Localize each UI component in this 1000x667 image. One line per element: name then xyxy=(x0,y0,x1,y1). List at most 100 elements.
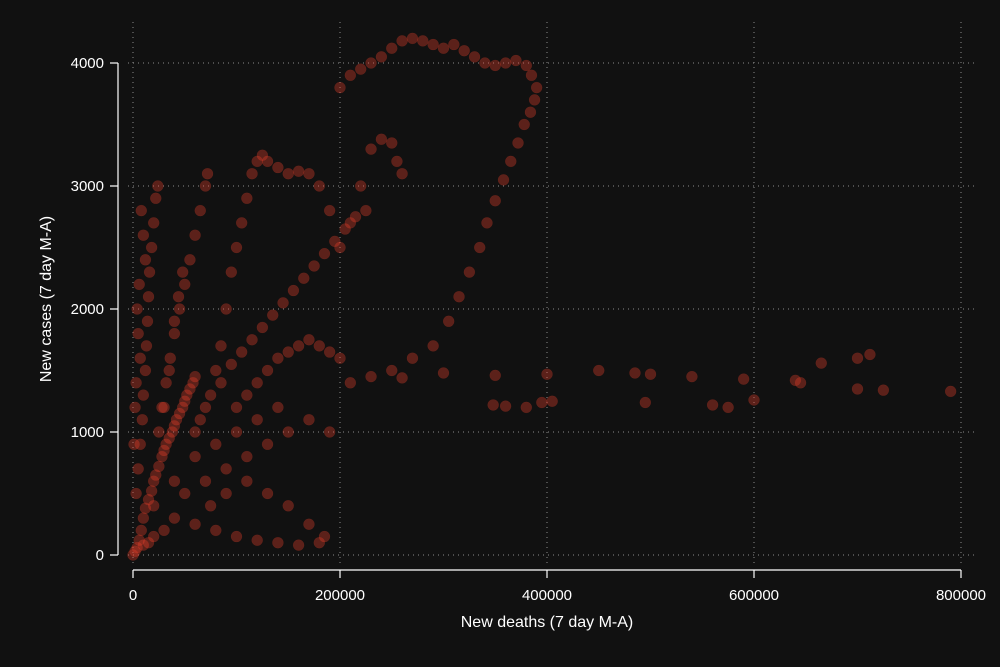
data-point-0-102 xyxy=(499,57,512,69)
data-point-0-116 xyxy=(463,266,476,278)
data-point-0-16 xyxy=(166,426,179,438)
data-point-0-197 xyxy=(246,334,258,346)
data-point-0-28 xyxy=(134,438,146,451)
data-point-0-76 xyxy=(313,180,326,192)
x-tick-label-0: 0 xyxy=(129,587,137,604)
data-point-0-160 xyxy=(199,475,212,487)
data-point-0-143 xyxy=(706,399,719,411)
data-point-0-141 xyxy=(546,395,558,407)
data-point-0-133 xyxy=(789,374,802,387)
data-point-0-121 xyxy=(386,364,398,377)
data-point-0-93 xyxy=(406,32,419,45)
data-point-0-199 xyxy=(266,309,279,321)
data-point-0-47 xyxy=(194,204,207,217)
data-point-0-158 xyxy=(313,536,326,549)
data-point-0-91 xyxy=(386,42,398,54)
data-point-0-117 xyxy=(453,290,465,303)
y-tick-label-1: 1000 xyxy=(71,424,104,441)
data-point-0-219 xyxy=(158,524,170,537)
data-point-0-40 xyxy=(158,401,170,414)
data-point-0-104 xyxy=(520,59,533,72)
data-point-0-96 xyxy=(437,42,450,54)
axes xyxy=(110,62,962,578)
data-point-0-202 xyxy=(298,272,310,284)
data-point-0-68 xyxy=(313,340,326,352)
data-point-0-155 xyxy=(251,534,263,546)
data-point-0-151 xyxy=(168,512,181,524)
data-point-0-182 xyxy=(139,254,152,266)
data-point-0-75 xyxy=(303,167,315,180)
x-tick-label-1: 200000 xyxy=(315,587,365,604)
data-point-0-77 xyxy=(323,204,336,217)
data-point-0-161 xyxy=(220,463,232,475)
data-point-0-89 xyxy=(365,57,377,69)
data-point-0-22 xyxy=(181,389,193,401)
data-point-0-180 xyxy=(135,204,148,217)
data-point-0-100 xyxy=(479,57,491,69)
data-point-0-196 xyxy=(235,346,248,358)
data-point-0-128 xyxy=(593,364,605,377)
data-point-0-44 xyxy=(179,278,191,291)
data-point-0-80 xyxy=(354,180,367,192)
data-point-0-46 xyxy=(189,229,201,241)
data-point-0-136 xyxy=(864,348,876,361)
data-point-0-149 xyxy=(944,385,957,398)
data-point-0-132 xyxy=(737,373,750,385)
data-point-0-145 xyxy=(748,394,760,406)
data-point-0-190 xyxy=(189,426,201,438)
data-point-0-186 xyxy=(134,352,146,364)
data-point-0-153 xyxy=(210,524,222,537)
data-point-0-215 xyxy=(204,500,217,512)
data-point-0-148 xyxy=(877,384,890,396)
data-point-0-192 xyxy=(199,401,212,414)
data-point-0-78 xyxy=(334,241,346,254)
data-point-0-12 xyxy=(156,450,168,463)
data-point-0-57 xyxy=(246,167,258,180)
data-point-0-43 xyxy=(173,303,186,315)
data-point-0-5 xyxy=(137,512,150,524)
data-point-0-11 xyxy=(153,460,165,473)
data-point-0-140 xyxy=(536,396,548,409)
data-point-0-187 xyxy=(130,377,142,389)
y-tick-label-3: 3000 xyxy=(71,178,104,195)
data-point-0-4 xyxy=(135,524,148,537)
data-point-0-85 xyxy=(396,167,408,180)
data-point-0-193 xyxy=(204,389,217,401)
data-point-0-191 xyxy=(194,413,207,426)
data-point-0-41 xyxy=(163,364,175,377)
data-point-0-58 xyxy=(251,155,263,168)
data-point-0-27 xyxy=(132,463,144,475)
data-point-0-124 xyxy=(396,372,408,384)
data-point-0-2 xyxy=(131,541,143,554)
data-point-0-173 xyxy=(153,426,165,438)
data-point-0-15 xyxy=(163,432,175,444)
data-point-0-49 xyxy=(201,167,214,180)
data-point-0-126 xyxy=(489,369,501,382)
data-point-0-152 xyxy=(189,518,201,530)
data-point-0-176 xyxy=(164,352,177,364)
tick-labels: 0 1000 2000 3000 4000 0 200000 400000 600000 8000… xyxy=(71,55,986,604)
data-point-0-157 xyxy=(292,539,305,551)
data-point-0-70 xyxy=(334,352,346,364)
x-tick-label-3: 600000 xyxy=(729,587,779,604)
data-point-0-130 xyxy=(644,368,657,380)
data-point-0-138 xyxy=(499,400,512,412)
data-point-0-79 xyxy=(344,217,357,229)
data-point-0-106 xyxy=(530,81,543,94)
data-point-0-103 xyxy=(510,54,522,67)
data-point-0-214 xyxy=(220,487,232,500)
data-point-0-184 xyxy=(131,303,143,315)
data-point-0-111 xyxy=(505,155,517,168)
data-point-0-163 xyxy=(261,438,274,451)
data-point-0-109 xyxy=(518,118,530,131)
data-point-0-127 xyxy=(541,368,553,380)
data-point-0-73 xyxy=(282,167,294,180)
data-point-0-156 xyxy=(272,536,284,549)
data-point-0-60 xyxy=(230,401,243,414)
data-point-0-194 xyxy=(215,377,227,389)
data-point-0-164 xyxy=(282,426,294,438)
data-point-0-119 xyxy=(427,340,439,352)
data-point-0-45 xyxy=(184,254,196,266)
data-point-0-0 xyxy=(127,549,139,561)
data-point-0-50 xyxy=(210,364,222,377)
